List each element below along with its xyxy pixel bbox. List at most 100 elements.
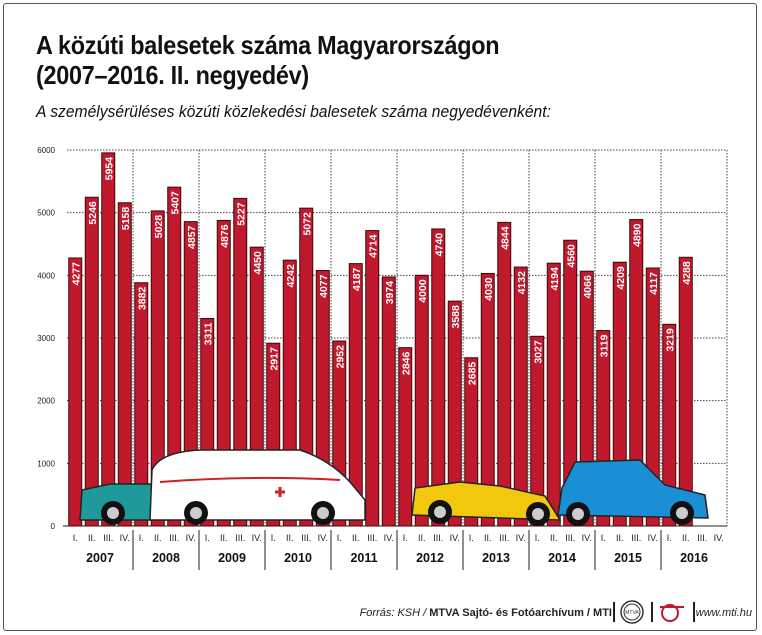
bar: [381, 276, 396, 527]
y-tick-label: 2000: [37, 397, 55, 406]
footer: Forrás: KSH / MTVA Sajtó- és Fotóarchívu…: [0, 595, 762, 631]
year-label: 2007: [86, 551, 114, 565]
mtva-logo-icon: [620, 600, 644, 624]
source-prefix: Forrás: KSH /: [359, 607, 430, 619]
bar: [167, 186, 182, 527]
data-label: 3219: [664, 328, 676, 352]
bar: [662, 323, 677, 527]
quarter-label: I.: [403, 533, 408, 543]
data-label: 5158: [120, 207, 132, 231]
data-label: 4288: [681, 261, 693, 285]
quarter-label: II.: [682, 533, 690, 543]
blue-car-icon: [557, 459, 709, 519]
bar-chart: 0 1000 2000 3000 4000 5000 6000 I. 4277 II. 5246 II…: [37, 146, 728, 570]
bar: [233, 197, 248, 527]
data-label: 3119: [598, 334, 610, 357]
mti-logo-icon: [661, 604, 679, 622]
quarter-label: II.: [616, 533, 624, 543]
data-label: 4030: [483, 277, 495, 301]
data-label: 4450: [252, 251, 264, 275]
quarter-label: II.: [352, 533, 360, 543]
bar: [414, 274, 429, 527]
quarter-label: IV.: [252, 533, 262, 543]
bar: [101, 152, 116, 527]
wheel-hub-icon: [572, 508, 584, 520]
y-tick-label: 1000: [37, 459, 55, 468]
quarter-label: IV.: [120, 533, 130, 543]
source-text: Forrás: KSH / MTVA Sajtó- és Fotóarchívu…: [360, 607, 612, 619]
data-label: 4066: [582, 275, 594, 299]
data-label: 4857: [186, 225, 198, 249]
bar: [530, 335, 545, 527]
quarter-label: III.: [499, 533, 509, 543]
bar: [134, 282, 149, 527]
wheel-hub-icon: [317, 507, 329, 519]
year-label: 2013: [482, 551, 510, 565]
bar: [84, 196, 99, 527]
quarter-label: IV.: [516, 533, 526, 543]
logos: MTVA: [613, 600, 695, 624]
data-label: 4844: [499, 226, 511, 250]
quarter-label: III.: [103, 533, 113, 543]
frame: [3, 3, 757, 631]
data-label: 3882: [136, 287, 148, 311]
data-label: 4000: [417, 279, 429, 303]
quarter-label: IV.: [648, 533, 658, 543]
data-label: 3311: [202, 322, 214, 345]
wheel-hub-icon: [190, 507, 202, 519]
bar: [447, 300, 462, 527]
quarter-label: IV.: [450, 533, 460, 543]
year-label: 2014: [548, 551, 576, 565]
title-line-1: A közúti balesetek száma Magyarországon: [36, 30, 500, 60]
data-label: 3588: [450, 305, 462, 329]
data-label: 4740: [433, 233, 445, 257]
ambulance-icon: [149, 449, 366, 521]
quarter-label: IV.: [582, 533, 592, 543]
quarter-label: II.: [220, 533, 228, 543]
data-label: 4209: [615, 266, 627, 290]
data-label: 2846: [400, 351, 412, 375]
quarter-label: I.: [469, 533, 474, 543]
bar: [365, 230, 380, 527]
wheel-hub-icon: [532, 508, 544, 520]
mtva-logo-text: MTVA: [625, 610, 639, 616]
data-label: 4194: [549, 267, 561, 291]
data-label: 4560: [565, 244, 577, 268]
data-label: 4714: [367, 234, 379, 258]
data-label: 3027: [532, 340, 544, 364]
year-label: 2010: [284, 551, 312, 565]
quarter-label: I.: [73, 533, 78, 543]
quarter-label: II.: [88, 533, 96, 543]
y-tick-label: 5000: [37, 209, 55, 218]
data-label: 4890: [631, 223, 643, 247]
quarter-label: IV.: [318, 533, 328, 543]
quarter-label: I.: [535, 533, 540, 543]
quarter-label: I.: [205, 533, 210, 543]
data-label: 3974: [384, 281, 396, 305]
data-label: 4077: [318, 274, 330, 298]
quarter-label: III.: [565, 533, 575, 543]
wheel-hub-icon: [676, 507, 688, 519]
bar: [480, 272, 495, 527]
quarter-label: II.: [418, 533, 426, 543]
bar: [563, 239, 578, 527]
bar: [150, 210, 165, 527]
quarter-label: IV.: [714, 533, 724, 543]
data-label: 2917: [268, 347, 280, 371]
data-label: 5028: [153, 215, 165, 239]
wheel-hub-icon: [107, 507, 119, 519]
y-tick-label: 0: [51, 522, 56, 531]
data-label: 5227: [235, 202, 247, 226]
bar: [513, 266, 528, 527]
bar: [348, 263, 363, 527]
quarter-label: III.: [433, 533, 443, 543]
source-credit: MTVA Sajtó- és Fotóarchívum / MTI: [429, 607, 612, 619]
bar: [398, 347, 413, 527]
y-tick-label: 3000: [37, 334, 55, 343]
year-label: 2011: [350, 551, 377, 565]
data-label: 2952: [334, 345, 346, 369]
chart-title: A közúti balesetek száma Magyarországon …: [36, 30, 500, 90]
quarter-label: III.: [631, 533, 641, 543]
data-label: 5407: [169, 191, 181, 215]
